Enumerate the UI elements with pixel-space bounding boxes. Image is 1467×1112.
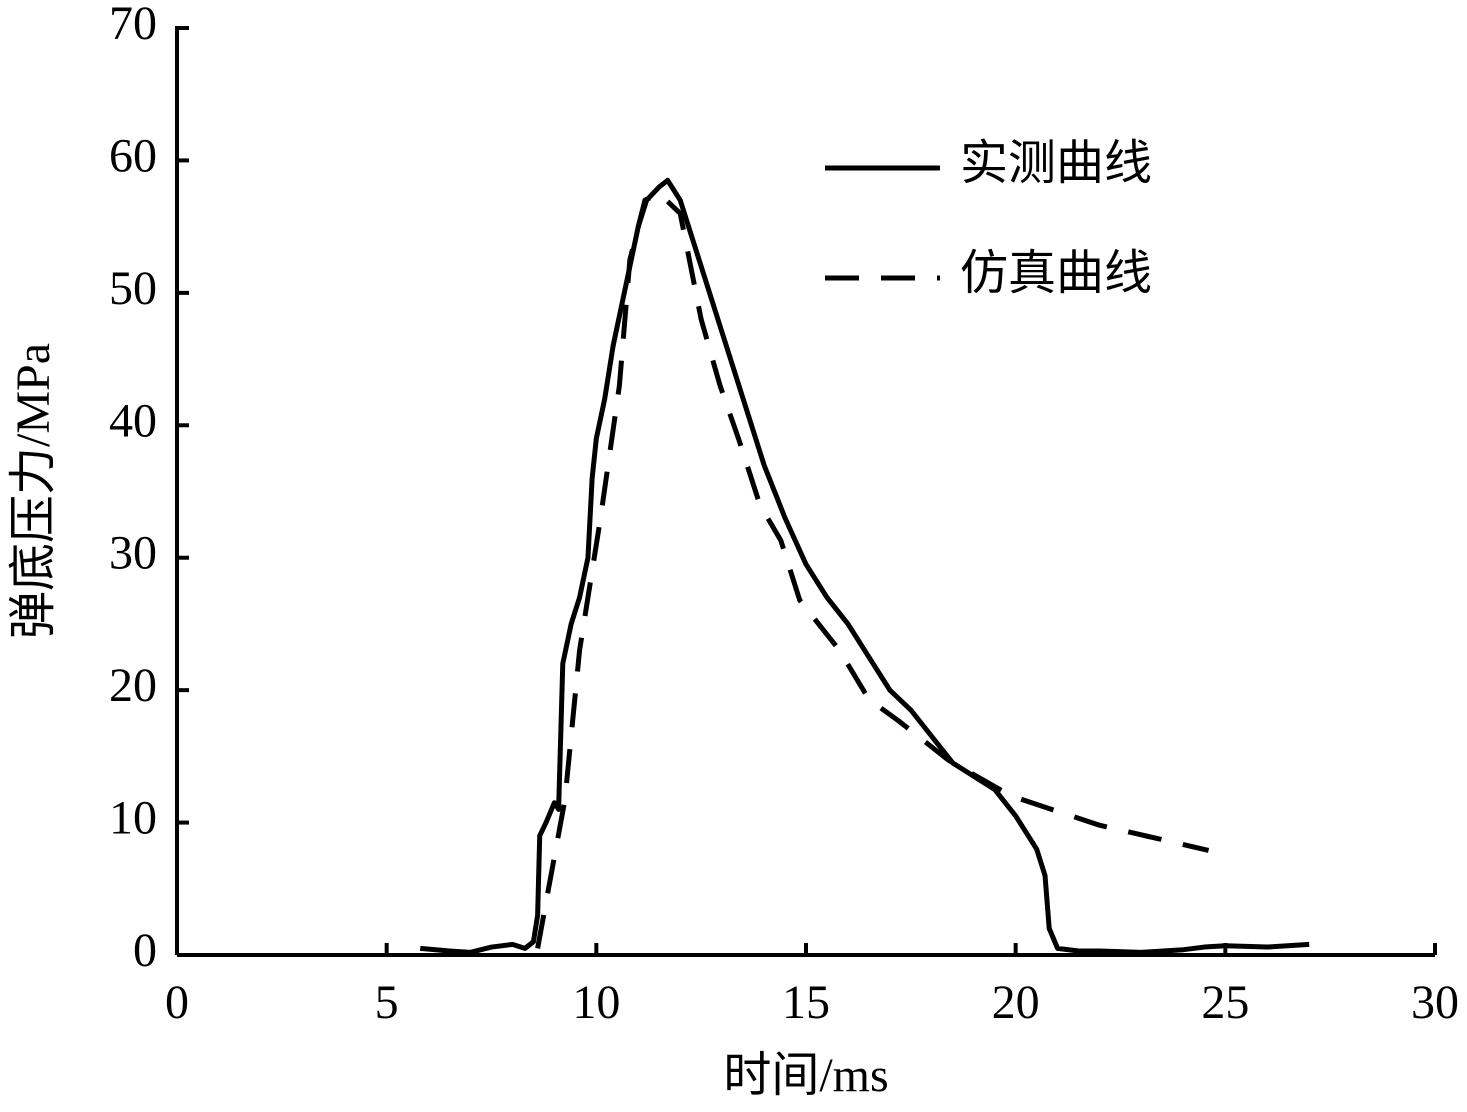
series-line [419, 177, 1310, 955]
y-tick-label: 50 [109, 262, 157, 315]
x-axis-label: 时间/ms [723, 1049, 888, 1102]
x-tick-label: 0 [165, 976, 189, 1029]
y-tick-label: 60 [109, 129, 157, 182]
y-tick-label: 20 [109, 659, 157, 712]
x-tick-label: 20 [992, 976, 1040, 1029]
y-tick-label: 30 [109, 527, 157, 580]
x-tick-label: 5 [375, 976, 399, 1029]
x-tick-label: 25 [1201, 976, 1249, 1029]
series-line [535, 191, 1210, 949]
x-tick-label: 30 [1411, 976, 1459, 1029]
legend-label: 实测曲线 [960, 137, 1152, 190]
x-tick-label: 15 [782, 976, 830, 1029]
y-tick-label: 70 [109, 0, 157, 50]
legend-label: 仿真曲线 [960, 247, 1152, 300]
y-axis-label: 弹底压力/MPa [7, 343, 60, 639]
x-tick-label: 10 [572, 976, 620, 1029]
y-tick-label: 0 [133, 924, 157, 977]
y-tick-label: 40 [109, 394, 157, 447]
y-tick-label: 10 [109, 792, 157, 845]
